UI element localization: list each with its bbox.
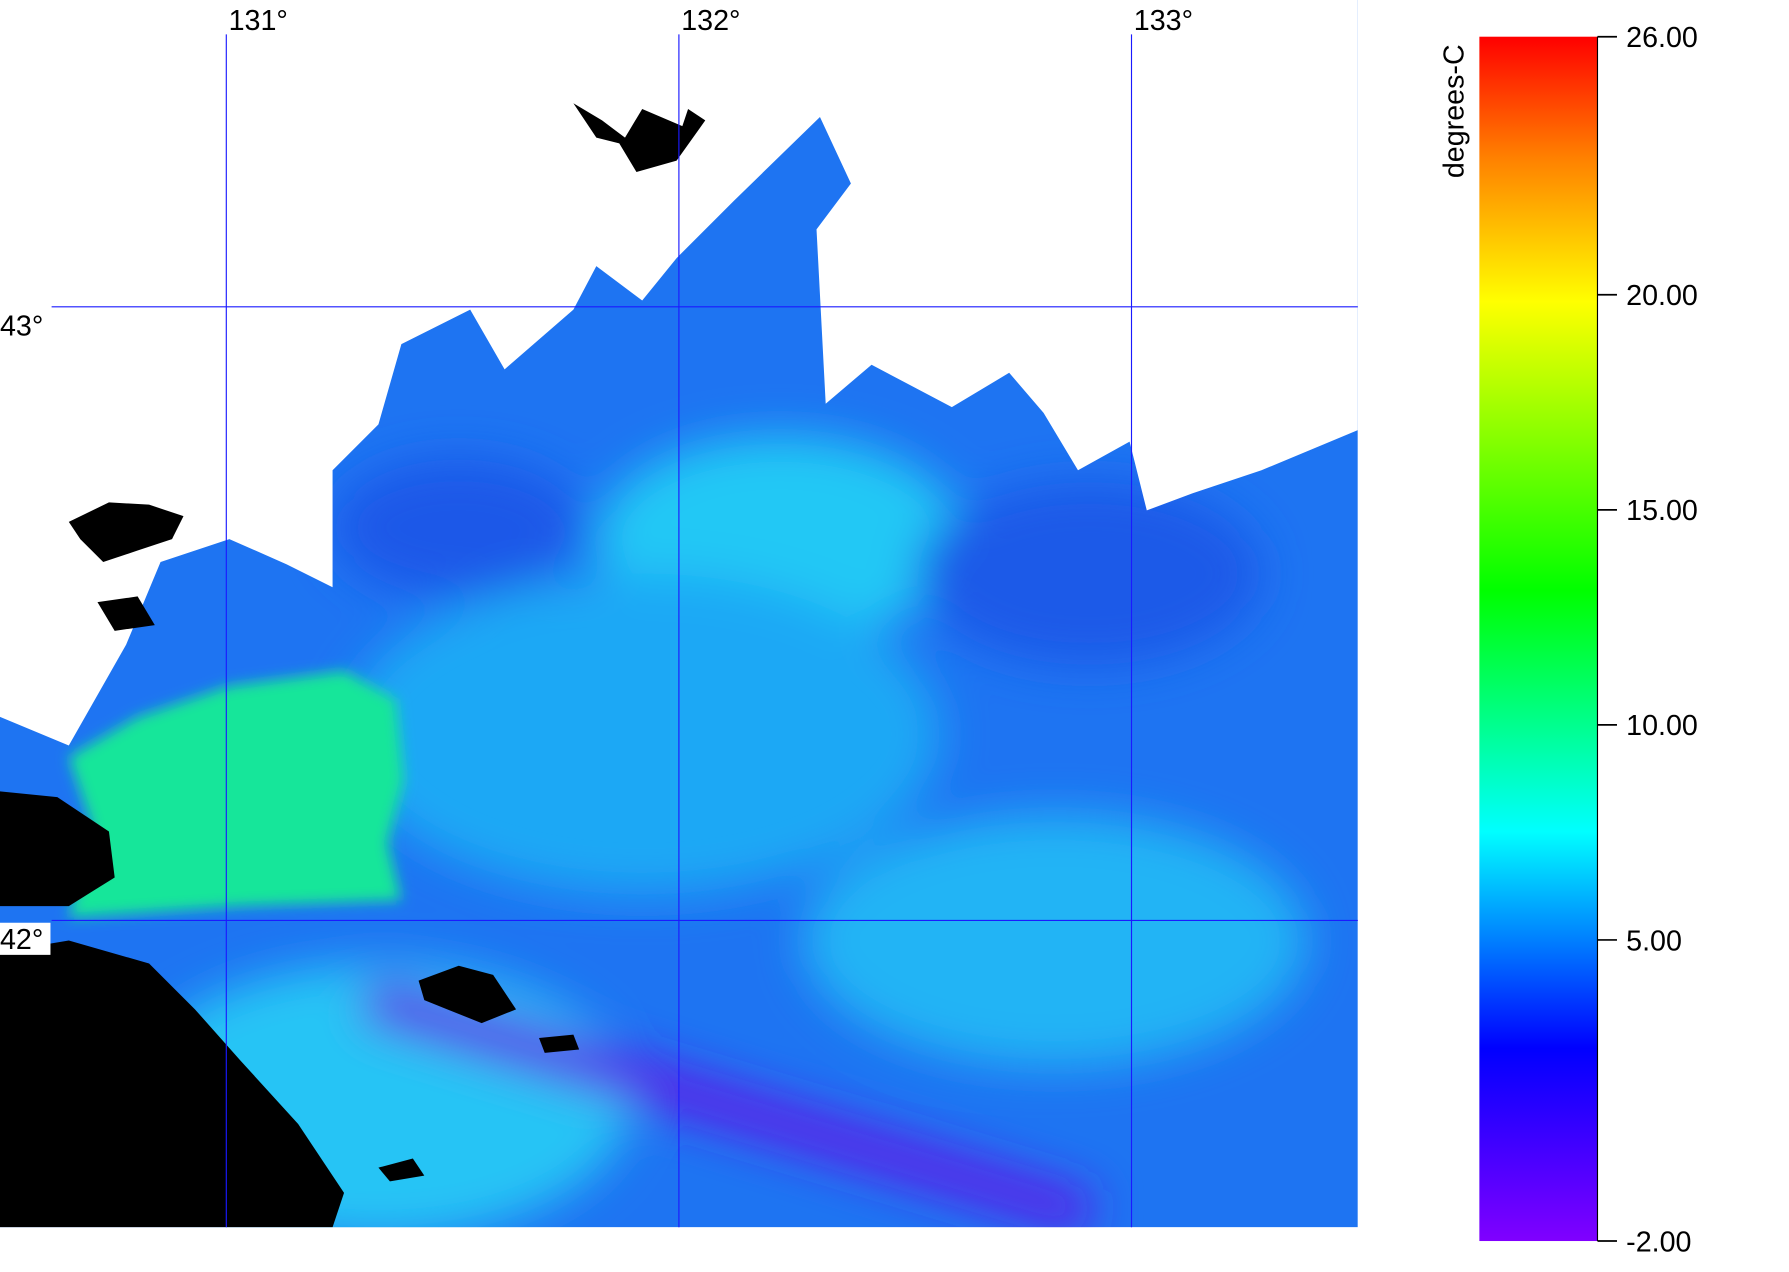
temperature-field bbox=[126, 435, 1308, 1228]
colorbar-tick-label: 20.00 bbox=[1626, 280, 1698, 312]
colorbar-tick-label: -2.00 bbox=[1626, 1226, 1691, 1258]
colorbar bbox=[1479, 36, 1598, 1242]
latitude-label: 43° bbox=[0, 310, 43, 342]
longitude-label: 131° bbox=[229, 5, 288, 37]
colorbar-title: degrees-C bbox=[1438, 44, 1470, 178]
latitude-label-bg bbox=[0, 922, 51, 955]
colorbar-tick-label: 15.00 bbox=[1626, 495, 1698, 527]
colorbar-tick-label: 10.00 bbox=[1626, 710, 1698, 742]
land-masked bbox=[0, 103, 706, 1228]
longitude-label: 132° bbox=[681, 5, 740, 37]
warm-patch bbox=[68, 670, 404, 918]
colorbar-tick-label: 5.00 bbox=[1626, 925, 1682, 957]
colorbar-tick-label: 26.00 bbox=[1626, 22, 1698, 54]
latitude-label: 42° bbox=[0, 924, 43, 956]
latitude-label-bg bbox=[0, 309, 51, 342]
longitude-label: 133° bbox=[1134, 5, 1193, 37]
land bbox=[0, 0, 1358, 746]
